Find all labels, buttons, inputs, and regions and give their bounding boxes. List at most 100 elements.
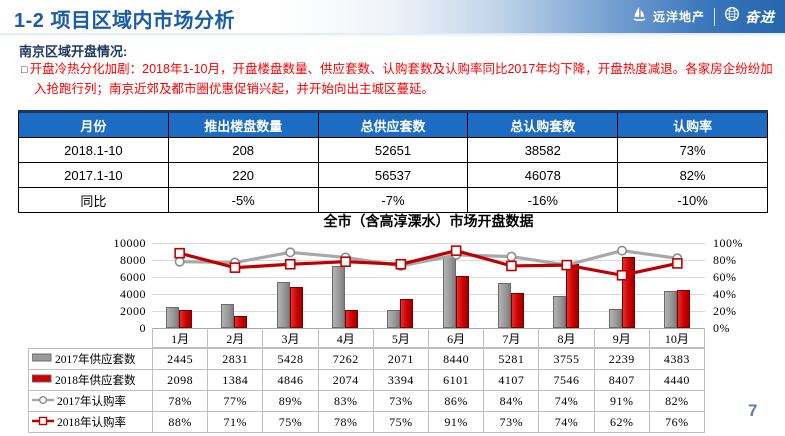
data-cell: 3394 [373, 370, 430, 391]
data-cell: 7546 [539, 370, 595, 391]
section-heading: 南京区域开盘情况: [19, 44, 128, 59]
summary-cell: 38582 [467, 137, 619, 163]
summary-col-header: 总认购套数 [467, 111, 619, 138]
summary-header-row: 月份 推出楼盘数量 总供应套数 总认购套数 认购率 [18, 111, 768, 138]
y-axis-left-tick: 6000 [120, 270, 146, 284]
summary-row: 2018.1-10 208 52651 38582 73% [18, 137, 768, 163]
data-cell: 71% [208, 412, 264, 433]
y-axis-right-tick: 80% [713, 253, 737, 267]
square-marker-icon [284, 258, 296, 270]
data-cell: 4383 [649, 349, 706, 370]
bar-2017年供应套数 [663, 291, 677, 328]
x-axis-label: 10月 [649, 328, 706, 348]
logo-area: 远洋地产 奋进 [631, 0, 775, 33]
bar-2018年供应套数 [510, 293, 524, 328]
bar-swatch-icon [31, 353, 52, 365]
data-cell: 82% [649, 391, 706, 412]
data-cell: 74% [539, 412, 595, 433]
summary-cell: 2017.1-10 [18, 162, 169, 188]
data-cell: 86% [429, 391, 485, 412]
bullet-paragraph: □ 开盘冷热分化加剧：2018年1-10月，开盘楼盘数量、供应套数、认购套数及认购… [21, 60, 782, 99]
summary-cell: 46078 [467, 162, 619, 188]
sail-icon [631, 6, 648, 28]
legend-item: 2017年认购率 [29, 391, 153, 412]
circle-marker-icon [617, 245, 628, 256]
data-cell: 4846 [263, 370, 319, 391]
bar-2017年供应套数 [608, 309, 622, 328]
summary-cell: 220 [167, 162, 319, 188]
x-axis-label: 5月 [373, 328, 430, 348]
line-circle-swatch-icon [32, 395, 54, 408]
data-cell: 2074 [318, 370, 374, 391]
summary-cell: 2018.1-10 [18, 137, 169, 163]
bar-2017年供应套数 [387, 310, 401, 328]
data-cell: 73% [373, 391, 430, 412]
circle-marker-icon [285, 247, 296, 258]
summary-col-header: 总供应套数 [317, 111, 469, 138]
sino-ocean-logo: 远洋地产 [631, 6, 705, 28]
summary-cell: -7% [317, 187, 469, 213]
x-axis-label: 1月 [153, 328, 209, 348]
data-cell: 1384 [208, 370, 264, 391]
x-axis-label: 9月 [594, 328, 650, 348]
summary-row: 2017.1-10 220 56537 46078 82% [18, 162, 768, 188]
summary-col-header: 推出楼盘数量 [167, 111, 319, 138]
data-cell: 2445 [153, 349, 209, 370]
data-cell: 4107 [484, 370, 540, 391]
x-axis-label: 2月 [208, 328, 264, 348]
data-cell: 8407 [594, 370, 650, 391]
summary-cell: -5% [167, 187, 319, 213]
square-marker-icon [672, 258, 683, 269]
data-table-row: 2018年供应套数 2098 1384 4846 2074 3394 6101 4107 754… [29, 370, 706, 391]
data-cell: 88% [153, 412, 209, 433]
square-marker-icon [229, 262, 241, 273]
gridline [152, 294, 705, 295]
data-cell: 5281 [484, 349, 540, 370]
y-axis-right-tick: 60% [713, 270, 737, 284]
summary-cell: 82% [617, 162, 768, 188]
summary-cell: 52651 [317, 137, 469, 163]
page-title: 1-2 项目区域内市场分析 [14, 10, 235, 32]
data-cell: 75% [373, 412, 430, 433]
data-cell: 4440 [649, 370, 706, 391]
bullet-text: 开盘冷热分化加剧：2018年1-10月，开盘楼盘数量、供应套数、认购套数及认购率… [29, 62, 773, 96]
summary-cell: 同比 [18, 187, 169, 213]
fenjin-logo-text: 奋进 [745, 8, 775, 25]
bar-2017年供应套数 [221, 304, 235, 328]
legend-label: 2017年供应套数 [55, 354, 136, 366]
data-cell: 91% [429, 412, 485, 433]
line-2018年认购率 [179, 248, 678, 277]
data-table-row: 2018年认购率 88% 71% 75% 78% 75% 91% 73% 74% 62% 76% [29, 412, 706, 433]
data-cell: 2831 [208, 349, 264, 370]
data-cell: 3755 [539, 349, 595, 370]
square-marker-icon [174, 247, 185, 259]
summary-cell: 208 [167, 137, 319, 163]
legend-label: 2018年供应套数 [55, 375, 136, 387]
data-cell: 7262 [318, 349, 374, 370]
bar-2017年供应套数 [276, 282, 290, 328]
y-axis-right-tick: 0% [713, 321, 730, 335]
x-axis-label: 3月 [263, 328, 319, 348]
summary-row: 同比 -5% -7% -16% -10% [18, 187, 768, 213]
data-cell: 6101 [429, 370, 485, 391]
square-marker-icon [506, 260, 517, 272]
data-table-row: 2017年供应套数 2445 2831 5428 7262 2071 8440 5281 375… [29, 349, 706, 370]
y-axis-left-tick: 4000 [120, 287, 146, 301]
chart-plot-area: 10000 100% 8000 80% 6000 60% 4000 40% 2000 20% 0 0% [114, 236, 743, 335]
data-cell: 2239 [594, 349, 650, 370]
sino-ocean-logo-text: 远洋地产 [652, 10, 705, 24]
data-cell: 91% [594, 391, 650, 412]
data-cell: 8440 [429, 349, 485, 370]
y-axis-right-tick: 20% [713, 304, 737, 318]
line-square-swatch-icon [32, 416, 54, 429]
y-axis-left-tick: 8000 [120, 253, 146, 267]
data-cell: 74% [539, 391, 595, 412]
summary-table: 月份 推出楼盘数量 总供应套数 总认购套数 认购率 2018.1-10 208 52651 3… [18, 110, 768, 213]
circle-marker-icon [506, 251, 517, 262]
summary-cell: 73% [617, 137, 768, 163]
x-axis-label: 7月 [484, 328, 540, 348]
bar-2017年供应套数 [497, 283, 511, 328]
x-axis-label: 4月 [318, 328, 374, 348]
bar-2018年供应套数 [455, 276, 469, 328]
